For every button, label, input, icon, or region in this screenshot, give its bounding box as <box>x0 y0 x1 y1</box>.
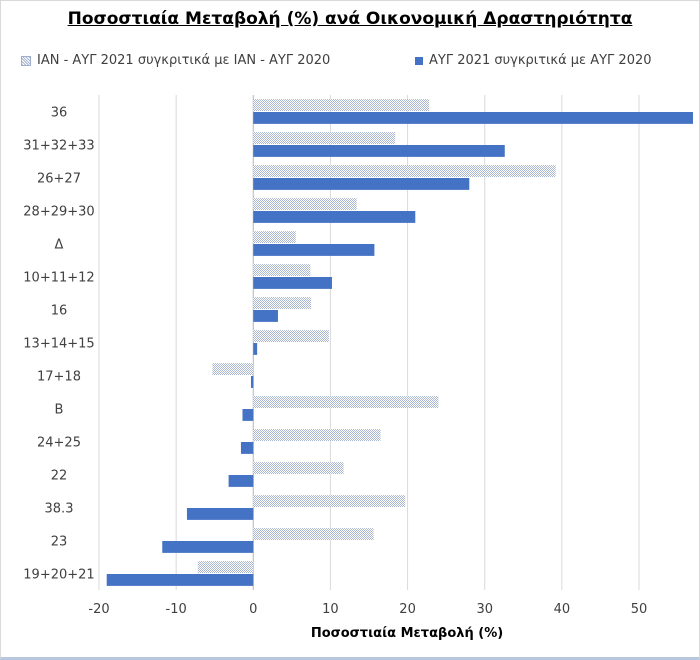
category-label: 10+11+12 <box>23 271 94 286</box>
bar-ytd-change <box>253 165 556 177</box>
chart-title: Ποσοστιαία Μεταβολή (%) ανά Οικονομική Δ… <box>67 9 633 29</box>
category-label: 28+29+30 <box>23 205 94 220</box>
category-label: 16 <box>51 304 68 319</box>
x-tick-label: 0 <box>249 602 257 617</box>
bar-ytd-change <box>253 198 357 210</box>
category-label: 13+14+15 <box>23 337 94 352</box>
x-tick-label: 50 <box>631 602 648 617</box>
bar-ytd-change <box>253 495 406 507</box>
legend-swatch-series-1 <box>21 55 31 66</box>
x-tick-labels: -20 -10 0 10 20 30 40 50 <box>88 602 647 617</box>
bar-month-change <box>242 409 254 421</box>
bar-month-change <box>253 178 470 190</box>
category-label: 22 <box>51 469 68 484</box>
bar-month-change <box>253 112 694 124</box>
category-label: 31+32+33 <box>23 139 94 154</box>
legend-label-series-2: ΑΥΓ 2021 συγκριτικά με ΑΥΓ 2020 <box>429 53 652 68</box>
category-label: 26+27 <box>37 172 81 187</box>
x-tick-label: -20 <box>88 602 109 617</box>
bar-month-change <box>253 310 278 322</box>
x-tick-label: 30 <box>476 602 493 617</box>
gridlines <box>98 95 640 590</box>
bar-ytd-change <box>253 429 381 441</box>
x-axis-title: Ποσοστιαία Μεταβολή (%) <box>311 626 503 641</box>
legend-swatch-series-2 <box>415 56 423 65</box>
x-tick-label: 10 <box>322 602 339 617</box>
category-label: 38.3 <box>45 502 74 517</box>
bar-ytd-change <box>253 528 374 540</box>
bar-ytd-change <box>253 396 439 408</box>
category-label: 19+20+21 <box>23 568 94 583</box>
bar-ytd-change <box>253 99 430 111</box>
category-label: 24+25 <box>37 436 81 451</box>
legend-label-series-1: ΙΑΝ - ΑΥΓ 2021 συγκριτικά με ΙΑΝ - ΑΥΓ 2… <box>37 53 331 68</box>
bar-ytd-change <box>253 462 344 474</box>
x-tick-label: -10 <box>166 602 187 617</box>
bar-ytd-change <box>197 561 254 573</box>
bar-month-change <box>240 442 254 454</box>
bars <box>106 99 694 586</box>
bar-month-change <box>250 376 254 388</box>
x-tick-label: 20 <box>399 602 416 617</box>
bar-ytd-change <box>253 330 329 342</box>
category-label: Β <box>55 403 64 418</box>
bar-month-change <box>253 145 505 157</box>
category-label: 17+18 <box>37 370 81 385</box>
category-label: 23 <box>51 535 68 550</box>
category-labels: 36 31+32+33 26+27 28+29+30 Δ 10+11+12 16 13+14+… <box>23 106 94 583</box>
bar-month-change <box>186 508 254 520</box>
bar-month-change <box>253 343 258 355</box>
bar-month-change <box>106 574 254 586</box>
x-tick-label: 40 <box>554 602 571 617</box>
bar-month-change <box>253 277 332 289</box>
category-label: 36 <box>51 106 68 121</box>
bar-ytd-change <box>253 297 312 309</box>
bar-ytd-change <box>253 231 296 243</box>
bar-ytd-change <box>212 363 254 375</box>
bar-ytd-change <box>253 264 311 276</box>
category-label: Δ <box>55 238 64 253</box>
bar-month-change <box>228 475 254 487</box>
legend-item-series-2: ΑΥΓ 2021 συγκριτικά με ΑΥΓ 2020 <box>415 53 652 68</box>
legend-item-series-1: ΙΑΝ - ΑΥΓ 2021 συγκριτικά με ΙΑΝ - ΑΥΓ 2… <box>21 53 330 68</box>
bar-month-change <box>253 211 416 223</box>
bar-ytd-change <box>253 132 396 144</box>
bar-month-change <box>253 244 375 256</box>
bar-month-change <box>162 541 254 553</box>
